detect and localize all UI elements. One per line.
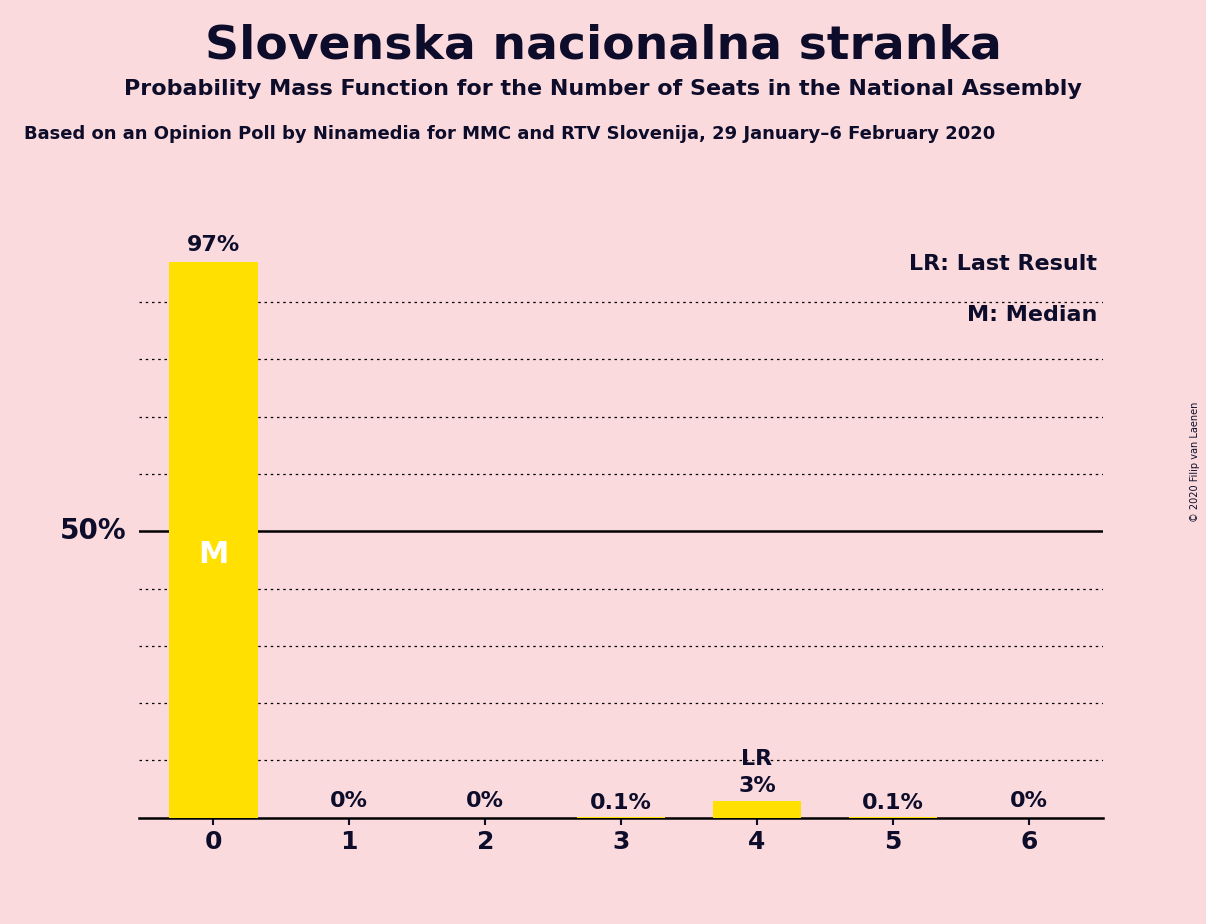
Text: LR: Last Result: LR: Last Result (909, 254, 1097, 274)
Bar (169, 262, 258, 818)
Text: Slovenska nacionalna stranka: Slovenska nacionalna stranka (205, 23, 1001, 68)
Text: 0.1%: 0.1% (590, 793, 652, 812)
Text: M: Median: M: Median (967, 305, 1097, 325)
Text: 0%: 0% (1009, 791, 1048, 811)
Text: 97%: 97% (187, 236, 240, 255)
Text: LR: LR (742, 749, 773, 769)
Text: 50%: 50% (60, 517, 127, 545)
Text: © 2020 Filip van Laenen: © 2020 Filip van Laenen (1190, 402, 1200, 522)
Text: 0%: 0% (330, 791, 368, 811)
Text: 0.1%: 0.1% (862, 793, 924, 812)
Text: 3%: 3% (738, 776, 775, 796)
Text: Probability Mass Function for the Number of Seats in the National Assembly: Probability Mass Function for the Number… (124, 79, 1082, 99)
Bar (713, 800, 801, 818)
Text: Based on an Opinion Poll by Ninamedia for MMC and RTV Slovenija, 29 January–6 Fe: Based on an Opinion Poll by Ninamedia fo… (24, 125, 995, 142)
Text: 0%: 0% (467, 791, 504, 811)
Text: M: M (198, 540, 229, 569)
